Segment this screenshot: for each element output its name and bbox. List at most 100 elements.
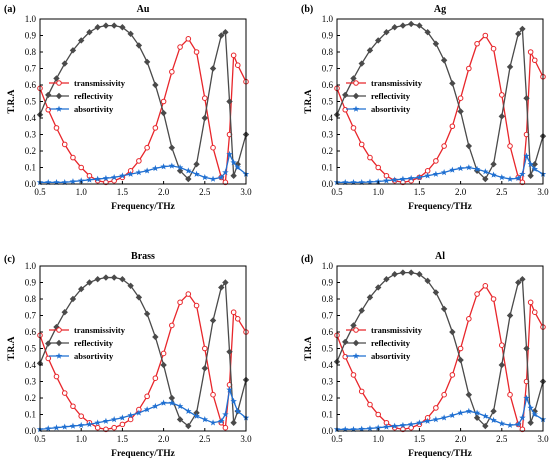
data-point-absortivity [416, 419, 423, 426]
y-tick-label: 0.2 [25, 146, 36, 156]
data-point-reflectivity [383, 276, 390, 283]
data-point-absortivity [209, 419, 217, 426]
data-point-reflectivity [201, 365, 208, 372]
data-point-absortivity [391, 422, 398, 429]
data-point-reflectivity [519, 276, 526, 283]
y-axis-label: T.R.A [304, 336, 314, 360]
data-point-reflectivity [53, 323, 60, 331]
legend-marker-absortivity [55, 105, 63, 112]
data-point-reflectivity [375, 37, 382, 44]
x-tick-label: 2.5 [496, 187, 508, 197]
y-tick-label: 0.4 [322, 113, 334, 123]
data-point-absortivity [358, 178, 365, 186]
data-point-reflectivity [432, 289, 440, 296]
data-point-absortivity [230, 159, 237, 166]
data-point-reflectivity [457, 108, 464, 115]
data-point-transmissivity [441, 143, 447, 149]
data-point-reflectivity [53, 75, 60, 82]
data-point-absortivity [94, 175, 101, 182]
series-line-absortivity [39, 387, 247, 430]
data-point-absortivity [523, 394, 530, 401]
y-tick-label: 0.7 [25, 64, 37, 74]
chart-panel-4: (d) Al 0.0 0.1 0.2 0.3 0.4 0.5 0.6 0.7 0.8 0.9 1.0 0.… [301, 251, 549, 459]
data-point-reflectivity [143, 58, 151, 66]
legend-marker-absortivity [55, 352, 63, 359]
data-point-absortivity [358, 425, 365, 432]
data-point-transmissivity [358, 141, 365, 148]
legend-marker-transmissivity [56, 80, 62, 86]
legend-label-reflectivity: reflectivity [371, 338, 411, 348]
data-point-absortivity [432, 170, 440, 177]
data-point-absortivity [102, 174, 110, 181]
y-tick-label: 0.7 [322, 311, 334, 321]
data-point-transmissivity [119, 421, 126, 428]
legend-label-transmissivity: transmissivity [74, 325, 126, 335]
data-point-reflectivity [350, 322, 357, 329]
legend-marker-reflectivity [55, 92, 63, 100]
data-point-absortivity [383, 177, 390, 184]
data-point-absortivity [218, 417, 225, 424]
data-point-transmissivity [78, 413, 84, 419]
x-tick-label: 1.5 [117, 187, 129, 197]
data-point-transmissivity [45, 106, 52, 113]
x-tick-label: 1.0 [76, 187, 88, 197]
y-tick-label: 0.2 [322, 393, 333, 403]
data-point-transmissivity [375, 411, 382, 418]
data-point-reflectivity [407, 20, 415, 28]
data-point-transmissivity [193, 49, 200, 55]
data-point-reflectivity [69, 47, 77, 54]
data-point-absortivity [143, 167, 151, 174]
data-point-reflectivity [209, 317, 217, 324]
data-point-absortivity [519, 170, 526, 177]
data-point-reflectivity [424, 277, 431, 285]
data-point-transmissivity [210, 391, 216, 398]
data-point-transmissivity [177, 299, 183, 306]
data-point-absortivity [449, 166, 456, 173]
data-point-reflectivity [407, 269, 415, 276]
data-point-transmissivity [531, 57, 538, 64]
y-tick-label: 0.4 [25, 113, 37, 123]
chart-panel-3: (c) Brass 0.0 0.1 0.2 0.3 0.4 0.5 0.6 0.7 0.8 0.9 1.… [4, 251, 252, 459]
data-point-absortivity [110, 174, 118, 181]
panel-title: Ag [434, 4, 446, 15]
data-point-absortivity [490, 171, 497, 178]
data-point-transmissivity [375, 164, 382, 171]
data-point-transmissivity [350, 125, 357, 131]
series-line-reflectivity [39, 24, 247, 181]
data-point-reflectivity [176, 416, 184, 423]
data-point-reflectivity [185, 422, 192, 430]
data-point-reflectivity [449, 80, 456, 87]
data-point-transmissivity [193, 302, 200, 309]
data-point-transmissivity [160, 98, 167, 105]
data-point-reflectivity [69, 295, 77, 303]
data-point-transmissivity [70, 154, 76, 161]
series-line-transmissivity [336, 284, 544, 431]
data-point-absortivity [152, 164, 159, 172]
data-point-transmissivity [61, 141, 68, 148]
data-point-reflectivity [366, 47, 374, 54]
x-tick-label: 3.0 [537, 187, 549, 197]
data-point-reflectivity [457, 356, 464, 364]
data-point-reflectivity [399, 269, 407, 276]
data-point-absortivity [531, 411, 538, 418]
data-point-absortivity [465, 407, 473, 414]
data-point-reflectivity [465, 142, 473, 150]
data-point-transmissivity [53, 373, 60, 380]
series-line-reflectivity [336, 271, 544, 428]
data-point-reflectivity [168, 394, 176, 402]
data-point-reflectivity [94, 276, 101, 283]
y-tick-label: 1.0 [322, 14, 334, 24]
legend-label-absortivity: absortivity [371, 104, 411, 114]
y-tick-label: 0.4 [322, 360, 334, 370]
data-point-reflectivity [424, 29, 431, 36]
y-axis-label: T.R.A [304, 89, 314, 113]
data-point-transmissivity [222, 424, 229, 431]
data-point-absortivity [527, 404, 534, 411]
data-point-transmissivity [136, 158, 142, 164]
legend-label-transmissivity: transmissivity [371, 325, 423, 335]
data-point-absortivity [234, 164, 241, 171]
data-point-absortivity [77, 177, 85, 184]
data-point-absortivity [209, 175, 217, 182]
data-point-transmissivity [61, 390, 68, 396]
data-point-transmissivity [127, 416, 134, 423]
